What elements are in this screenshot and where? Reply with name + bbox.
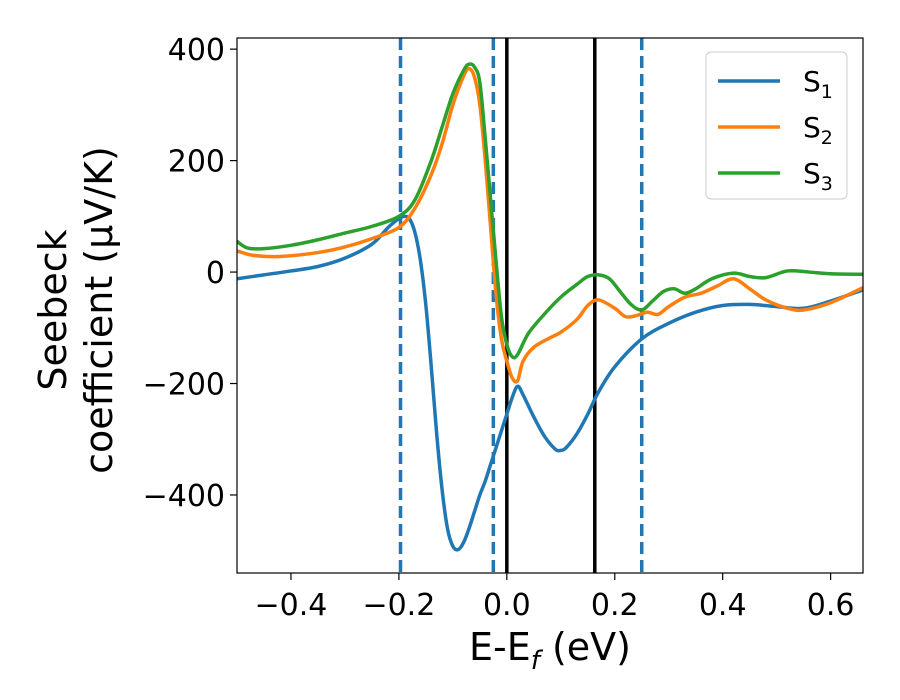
x-tick-label: 0.2 xyxy=(591,588,639,623)
legend-label-s2: S2 xyxy=(803,111,833,149)
y-axis-title: Seebeck coefficient (μV/K) xyxy=(31,146,121,474)
x-axis: −0.4 −0.2 0.0 0.2 0.4 0.6 xyxy=(255,573,855,623)
data-series xyxy=(237,62,863,552)
plot-frame xyxy=(236,37,864,574)
x-tick-label: −0.2 xyxy=(362,588,435,623)
x-axis-title: E-Ef (eV) xyxy=(469,625,631,676)
series-line-s1 xyxy=(237,214,863,552)
series-line-s3 xyxy=(237,62,863,360)
y-axis-title-line2: coefficient (μV/K) xyxy=(77,146,121,474)
y-tick-label: 0 xyxy=(206,256,225,291)
x-tick-label: 0.6 xyxy=(807,588,855,623)
y-axis: −400 −200 0 200 400 xyxy=(143,33,237,514)
x-tick-label: −0.4 xyxy=(255,588,328,623)
y-tick-label: 200 xyxy=(168,145,225,180)
legend: S1 S2 S3 xyxy=(705,51,848,200)
y-tick-label: −200 xyxy=(143,368,225,403)
legend-label-s3: S3 xyxy=(803,157,833,195)
x-tick-label: 0.4 xyxy=(699,588,747,623)
reference-lines xyxy=(398,38,644,573)
legend-label-s1: S1 xyxy=(803,65,833,103)
x-tick-label: 0.0 xyxy=(483,588,531,623)
series-line-s2 xyxy=(237,66,863,384)
y-tick-label: 400 xyxy=(168,33,225,68)
y-axis-title-line1: Seebeck xyxy=(31,229,75,390)
y-tick-label: −400 xyxy=(143,479,225,514)
